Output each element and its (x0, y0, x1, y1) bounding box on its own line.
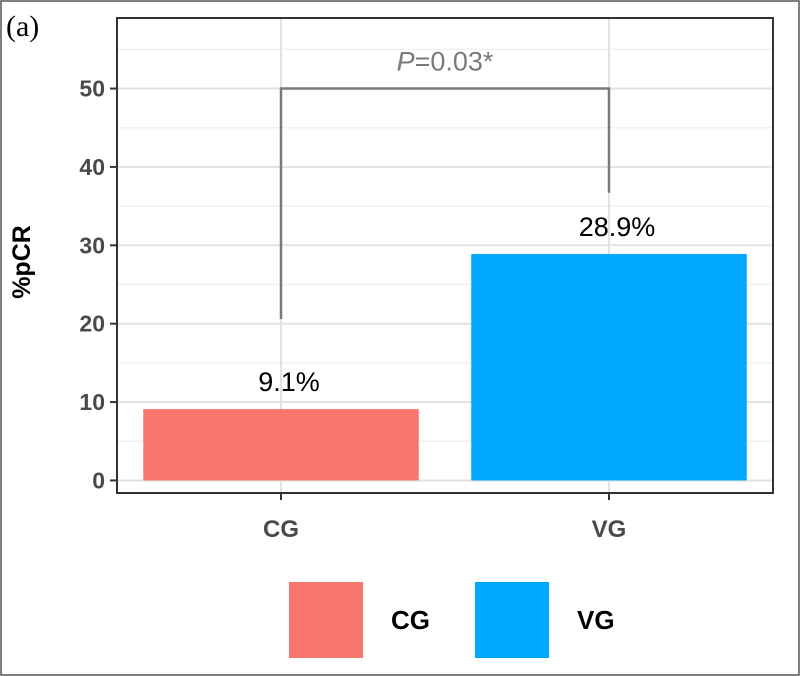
legend-swatch-cg (289, 582, 363, 658)
bar-cg (143, 409, 419, 481)
p-value-label: P=0.03* (397, 47, 494, 77)
x-axis-ticks: CG VG (263, 493, 626, 543)
legend: CG VG (289, 582, 615, 658)
p-value: =0.03* (415, 47, 494, 77)
y-tick-label: 10 (79, 389, 105, 415)
y-tick-label: 40 (79, 154, 105, 180)
x-tick-label: VG (592, 516, 627, 543)
p-symbol: P (397, 47, 415, 77)
bars (143, 253, 747, 481)
legend-label-vg: VG (577, 605, 615, 635)
significance-annotation: P=0.03* (279, 47, 611, 319)
y-tick-label: 20 (79, 311, 105, 337)
plot-panel-border (116, 17, 774, 494)
data-label-vg: 28.9% (579, 212, 656, 242)
data-labels: 9.1% 28.9% (258, 212, 655, 397)
y-tick-label: 0 (92, 467, 105, 493)
panel-label: (a) (6, 10, 39, 43)
y-tick-label: 30 (79, 232, 105, 258)
x-tick-label: CG (263, 516, 299, 543)
legend-label-cg: CG (391, 605, 430, 635)
y-axis-label: %pCR (8, 225, 36, 299)
legend-swatch-vg (475, 582, 549, 658)
bar-vg (471, 253, 747, 481)
y-tick-label: 50 (79, 76, 105, 102)
y-axis-ticks: 0 10 20 30 40 50 (79, 76, 117, 493)
significance-bracket (279, 87, 611, 319)
data-label-cg: 9.1% (258, 367, 320, 397)
